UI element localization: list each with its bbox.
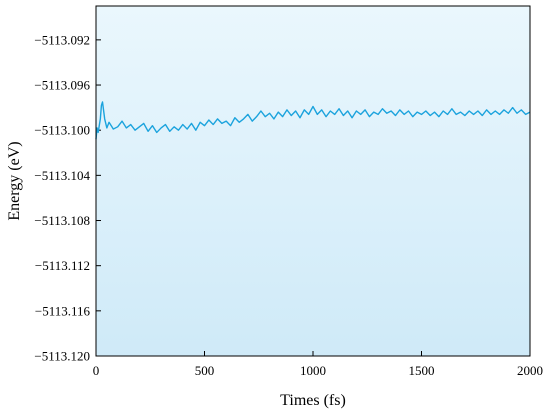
y-axis-ticks: −5113.092 −5113.096 −5113.100 −5113.104 −511… — [34, 32, 101, 364]
x-axis-title: Times (fs) — [280, 392, 346, 409]
plot-frame — [95, 5, 531, 357]
y-tick-label: −5113.112 — [35, 258, 90, 273]
series-line-energy — [95, 101, 531, 140]
y-tick-label: −5113.116 — [35, 303, 91, 318]
x-tick-label: 1000 — [300, 363, 326, 378]
x-tick-label: 1500 — [409, 363, 435, 378]
x-tick-label: 2000 — [517, 363, 543, 378]
plot-area-background — [96, 6, 530, 356]
y-axis-title: Energy (eV) — [6, 141, 23, 220]
y-tick-label: −5113.108 — [34, 213, 90, 228]
y-tick-label: −5113.092 — [34, 32, 90, 47]
y-tick-label: −5113.120 — [34, 349, 90, 364]
x-tick-label: 500 — [195, 363, 215, 378]
x-tick-label: 0 — [93, 363, 100, 378]
y-tick-label: −5113.100 — [34, 123, 90, 138]
y-tick-label: −5113.104 — [34, 168, 90, 183]
y-tick-label: −5113.096 — [34, 78, 90, 93]
x-axis-ticks: 0 500 1000 1500 2000 — [93, 351, 543, 378]
